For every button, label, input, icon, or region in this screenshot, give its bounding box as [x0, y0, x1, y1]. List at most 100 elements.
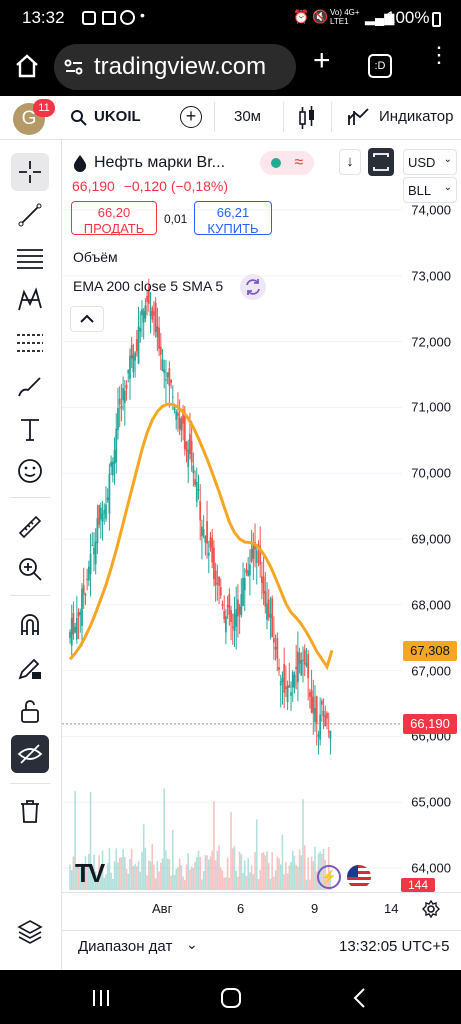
candle-body: [226, 605, 229, 608]
candle-body: [123, 390, 126, 403]
menu-icon[interactable]: ⋮: [428, 42, 450, 67]
candle-body: [252, 542, 255, 559]
candle-body: [91, 544, 94, 546]
volume-bar: [231, 848, 234, 890]
fullscreen-button[interactable]: [368, 148, 394, 176]
ruler-tool[interactable]: [11, 508, 49, 546]
lock-draw-tool[interactable]: [11, 649, 49, 687]
sell-button[interactable]: 66,20 ПРОДАТЬ: [71, 201, 157, 236]
divider: [10, 595, 50, 596]
url-bar[interactable]: tradingview.com: [54, 44, 296, 90]
volume-bar: [213, 801, 215, 890]
divider: [214, 102, 215, 132]
remove-tool[interactable]: [11, 792, 49, 830]
home-nav-icon[interactable]: [219, 986, 243, 1010]
candle-body: [108, 473, 111, 514]
volume-bar: [238, 851, 241, 890]
tabs-button[interactable]: :D: [368, 54, 392, 78]
volume-bar: [130, 848, 133, 890]
volume-bar: [202, 871, 205, 890]
volume-legend[interactable]: Объём: [73, 249, 118, 265]
volume-bar: [291, 850, 294, 890]
us-flag-icon[interactable]: [347, 865, 371, 889]
trendline-tool[interactable]: [11, 196, 49, 234]
time-axis[interactable]: Авг 6 9 14: [62, 892, 461, 930]
chart-pane[interactable]: 74,000 73,000 72,000 71,000 70,000 69,000 68,0…: [62, 140, 461, 930]
chevron-down-icon[interactable]: ⌄: [186, 936, 198, 952]
volume-bar: [310, 856, 313, 890]
volume-bar: [189, 869, 191, 890]
magnet-tool[interactable]: [11, 606, 49, 644]
dot-icon: •: [140, 7, 145, 23]
signal-icon: ▂▄▆: [365, 10, 395, 25]
volume-bar: [190, 866, 193, 890]
volume-bar: [151, 844, 154, 890]
tradingview-logo[interactable]: TV: [75, 858, 105, 888]
candle-body: [310, 690, 313, 713]
recent-apps-icon[interactable]: [90, 988, 112, 1008]
fib-tool[interactable]: [11, 239, 49, 277]
object-tree-tool[interactable]: [11, 912, 49, 950]
collapse-legend-icon[interactable]: ↓: [339, 149, 361, 175]
volume-bar: [283, 874, 285, 890]
volume-bar: [243, 860, 246, 890]
chart-settings-icon[interactable]: [422, 900, 440, 918]
candle-body: [72, 613, 75, 635]
crosshair-tool[interactable]: [11, 153, 49, 191]
interval-selector[interactable]: 30м: [234, 108, 261, 125]
buy-button[interactable]: 66,21 КУПИТЬ: [194, 201, 272, 236]
indicators-icon[interactable]: [347, 107, 371, 127]
volume-bar: [173, 874, 176, 890]
currency-code: USD: [408, 155, 436, 170]
hide-drawings-tool[interactable]: [11, 735, 49, 773]
indicator-loading-badge[interactable]: [240, 274, 266, 300]
candle-body: [245, 569, 248, 573]
volume-bar: [242, 872, 244, 890]
market-status-pill[interactable]: ≈: [260, 151, 314, 175]
candle-body: [171, 396, 174, 398]
back-icon[interactable]: [350, 987, 370, 1009]
site-settings-icon[interactable]: [62, 57, 86, 77]
unit-selector[interactable]: BLL ⌄: [403, 177, 457, 203]
search-icon[interactable]: [70, 109, 88, 127]
currency-selector[interactable]: USD ⌄: [403, 149, 457, 175]
lock-tool[interactable]: [11, 692, 49, 730]
volume-bar: [96, 875, 99, 890]
brush-tool[interactable]: [11, 367, 49, 405]
candle-body: [197, 489, 200, 491]
candle-body: [118, 398, 121, 405]
clock-timezone[interactable]: 13:32:05 UTC+5: [339, 938, 450, 955]
candles-icon[interactable]: [297, 105, 317, 131]
zoom-tool[interactable]: [11, 550, 49, 588]
price-chart[interactable]: [62, 140, 461, 930]
date-range-button[interactable]: Диапазон дат: [78, 938, 173, 955]
calendar-icon: [102, 11, 116, 25]
symbol-name[interactable]: UKOIL: [94, 108, 141, 125]
candle-body: [266, 603, 268, 620]
forecast-tool[interactable]: [11, 324, 49, 362]
candle-body: [105, 504, 107, 519]
emoji-tool[interactable]: [11, 452, 49, 490]
volume-bar: [120, 857, 123, 890]
volume-bar: [146, 875, 148, 890]
pattern-tool[interactable]: [11, 281, 49, 319]
candle-body: [69, 631, 71, 639]
ema-legend[interactable]: EMA 200 close 5 SMA 5: [73, 278, 224, 294]
volume-bar: [141, 851, 143, 890]
text-tool[interactable]: [11, 410, 49, 448]
y-tick-label: 73,000: [411, 268, 451, 284]
candle-body: [159, 346, 162, 355]
new-tab-icon[interactable]: +: [313, 44, 331, 77]
indicators-button[interactable]: Индикатор: [379, 108, 454, 125]
candle-body: [307, 654, 310, 679]
home-icon[interactable]: [14, 53, 40, 79]
volume-bar: [228, 877, 231, 890]
candle-body: [264, 591, 267, 607]
collapse-indicators-button[interactable]: [70, 306, 104, 332]
wave-icon: ≈: [294, 154, 304, 171]
compare-add-icon[interactable]: +: [180, 106, 202, 128]
volume-bar: [204, 855, 207, 890]
lightning-icon[interactable]: ⚡: [317, 865, 341, 889]
candle-body: [291, 672, 294, 688]
divider: [10, 783, 50, 784]
